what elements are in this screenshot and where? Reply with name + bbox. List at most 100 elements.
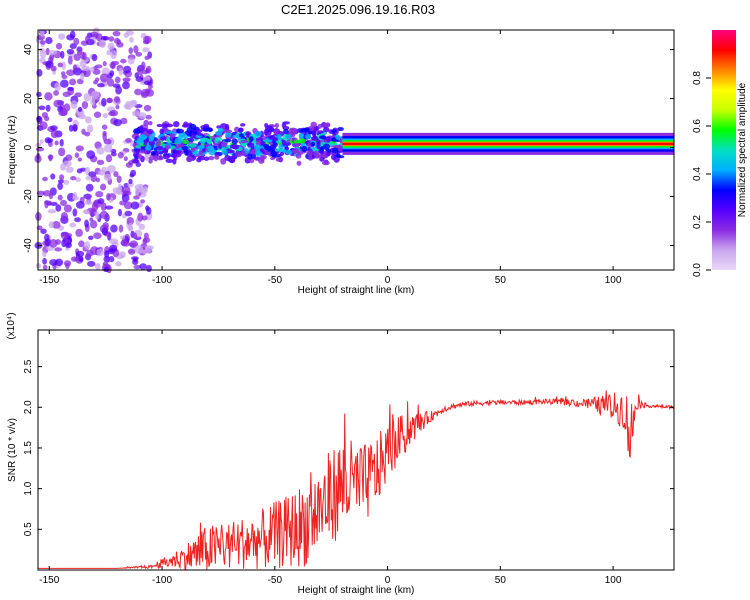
heatmap-cell (165, 123, 174, 128)
y-tick-label: 2.0 (23, 400, 34, 414)
heatmap-cell (134, 88, 142, 96)
x-tick-label: -100 (152, 575, 172, 586)
heatmap-cell (96, 248, 104, 257)
heatmap-cell (86, 124, 94, 133)
heatmap-cell (187, 137, 195, 143)
snr-series-line (38, 390, 675, 571)
heatmap-cell (88, 235, 94, 240)
heatmap-cell (234, 126, 240, 133)
heatmap-cell (39, 121, 48, 130)
heatmap-cell (114, 96, 121, 103)
x-tick-label: -50 (268, 575, 283, 586)
heatmap-cell (91, 90, 100, 100)
heatmap-cell (70, 100, 78, 109)
heatmap-cell (101, 166, 107, 174)
heatmap-cell (227, 155, 236, 163)
heatmap-cell (102, 113, 108, 119)
heatmap-cell (265, 125, 273, 133)
heatmap-cell (330, 154, 336, 160)
heatmap-cell (164, 144, 170, 150)
heatmap-cell (144, 55, 150, 61)
heatmap-cell (321, 161, 330, 166)
heatmap-cell (50, 201, 58, 207)
heatmap-cell (331, 129, 337, 133)
heatmap-cell (57, 194, 63, 201)
heatmap-cell (79, 59, 87, 68)
heatmap-cell (183, 121, 189, 128)
heatmap-cell (204, 143, 210, 147)
heatmap-cell (66, 48, 75, 55)
heatmap-cell (279, 151, 285, 156)
heatmap-cell (92, 68, 101, 75)
colorbar-axis: 0.0 0.2 0.4 0.6 0.8 (692, 71, 711, 277)
y-tick-label: -40 (23, 238, 34, 253)
heatmap-cell (101, 124, 108, 130)
colorbar-tick-label: 0.8 (692, 71, 703, 85)
heatmap-cell (296, 128, 305, 134)
heatmap-cell (72, 124, 78, 132)
heatmap-cell (283, 128, 289, 135)
heatmap-cell (186, 156, 193, 163)
heatmap-cell (36, 190, 46, 196)
y-tick-label: 20 (23, 93, 34, 105)
heatmap-cell (133, 257, 138, 263)
heatmap-cell (98, 39, 107, 49)
heatmap-cell (139, 150, 147, 154)
heatmap-cell (143, 232, 149, 240)
spectrogram-frame (37, 29, 675, 271)
heatmap-cell (335, 134, 340, 140)
heatmap-cell (303, 127, 310, 132)
heatmap-cell (215, 137, 223, 142)
heatmap-cell (231, 138, 238, 145)
heatmap-cell (307, 150, 313, 157)
heatmap-cell (275, 158, 284, 162)
heatmap-cell (125, 137, 132, 143)
heatmap-cell (127, 57, 135, 65)
heatmap-cell (114, 76, 121, 84)
heatmap-cell (133, 264, 141, 270)
heatmap-cell (49, 259, 58, 266)
heatmap-cell (46, 138, 54, 143)
heatmap-cell (58, 110, 68, 117)
y-tick-label: 2.5 (23, 359, 34, 373)
heatmap-cell (144, 245, 152, 254)
heatmap-cell (115, 85, 122, 95)
heatmap-cell (75, 201, 85, 209)
heatmap-cell (36, 68, 43, 77)
heatmap-cell (142, 39, 150, 45)
heatmap-cell (232, 144, 240, 150)
heatmap-cell (55, 42, 63, 50)
spectrogram-x-label: Height of straight line (km) (298, 285, 415, 296)
heatmap-cell (90, 174, 97, 182)
heatmap-cell (145, 145, 152, 151)
heatmap-cell (115, 104, 120, 110)
heatmap-cell (53, 99, 62, 108)
heatmap-cell (148, 120, 153, 126)
y-tick-label: 0 (23, 144, 34, 150)
heatmap-cell (240, 140, 249, 144)
heatmap-cell (121, 185, 131, 194)
heatmap-cell (283, 142, 292, 146)
heatmap-cell (101, 97, 107, 107)
heatmap-cell (322, 143, 330, 151)
heatmap-cell (132, 159, 140, 164)
heatmap-cell (238, 133, 245, 138)
heatmap-cell (123, 103, 131, 109)
heatmap-cell (60, 79, 69, 88)
heatmap-cell (148, 159, 153, 164)
heatmap-cell (65, 242, 72, 249)
heatmap-cell (78, 114, 87, 120)
heatmap-cell (105, 154, 113, 163)
heatmap-cell (60, 212, 68, 221)
spectrogram-y-axis: -40 -20 0 20 40 (23, 44, 674, 253)
heatmap-cell (103, 144, 113, 153)
heatmap-cell (80, 51, 85, 60)
heatmap-cell (126, 216, 134, 226)
heatmap-cell (140, 88, 150, 97)
heatmap-cell (282, 121, 291, 125)
heatmap-band (342, 142, 674, 145)
heatmap-cell (311, 130, 317, 137)
heatmap-cell (112, 83, 121, 88)
heatmap-cell (106, 165, 116, 174)
heatmap-cell (251, 148, 256, 154)
